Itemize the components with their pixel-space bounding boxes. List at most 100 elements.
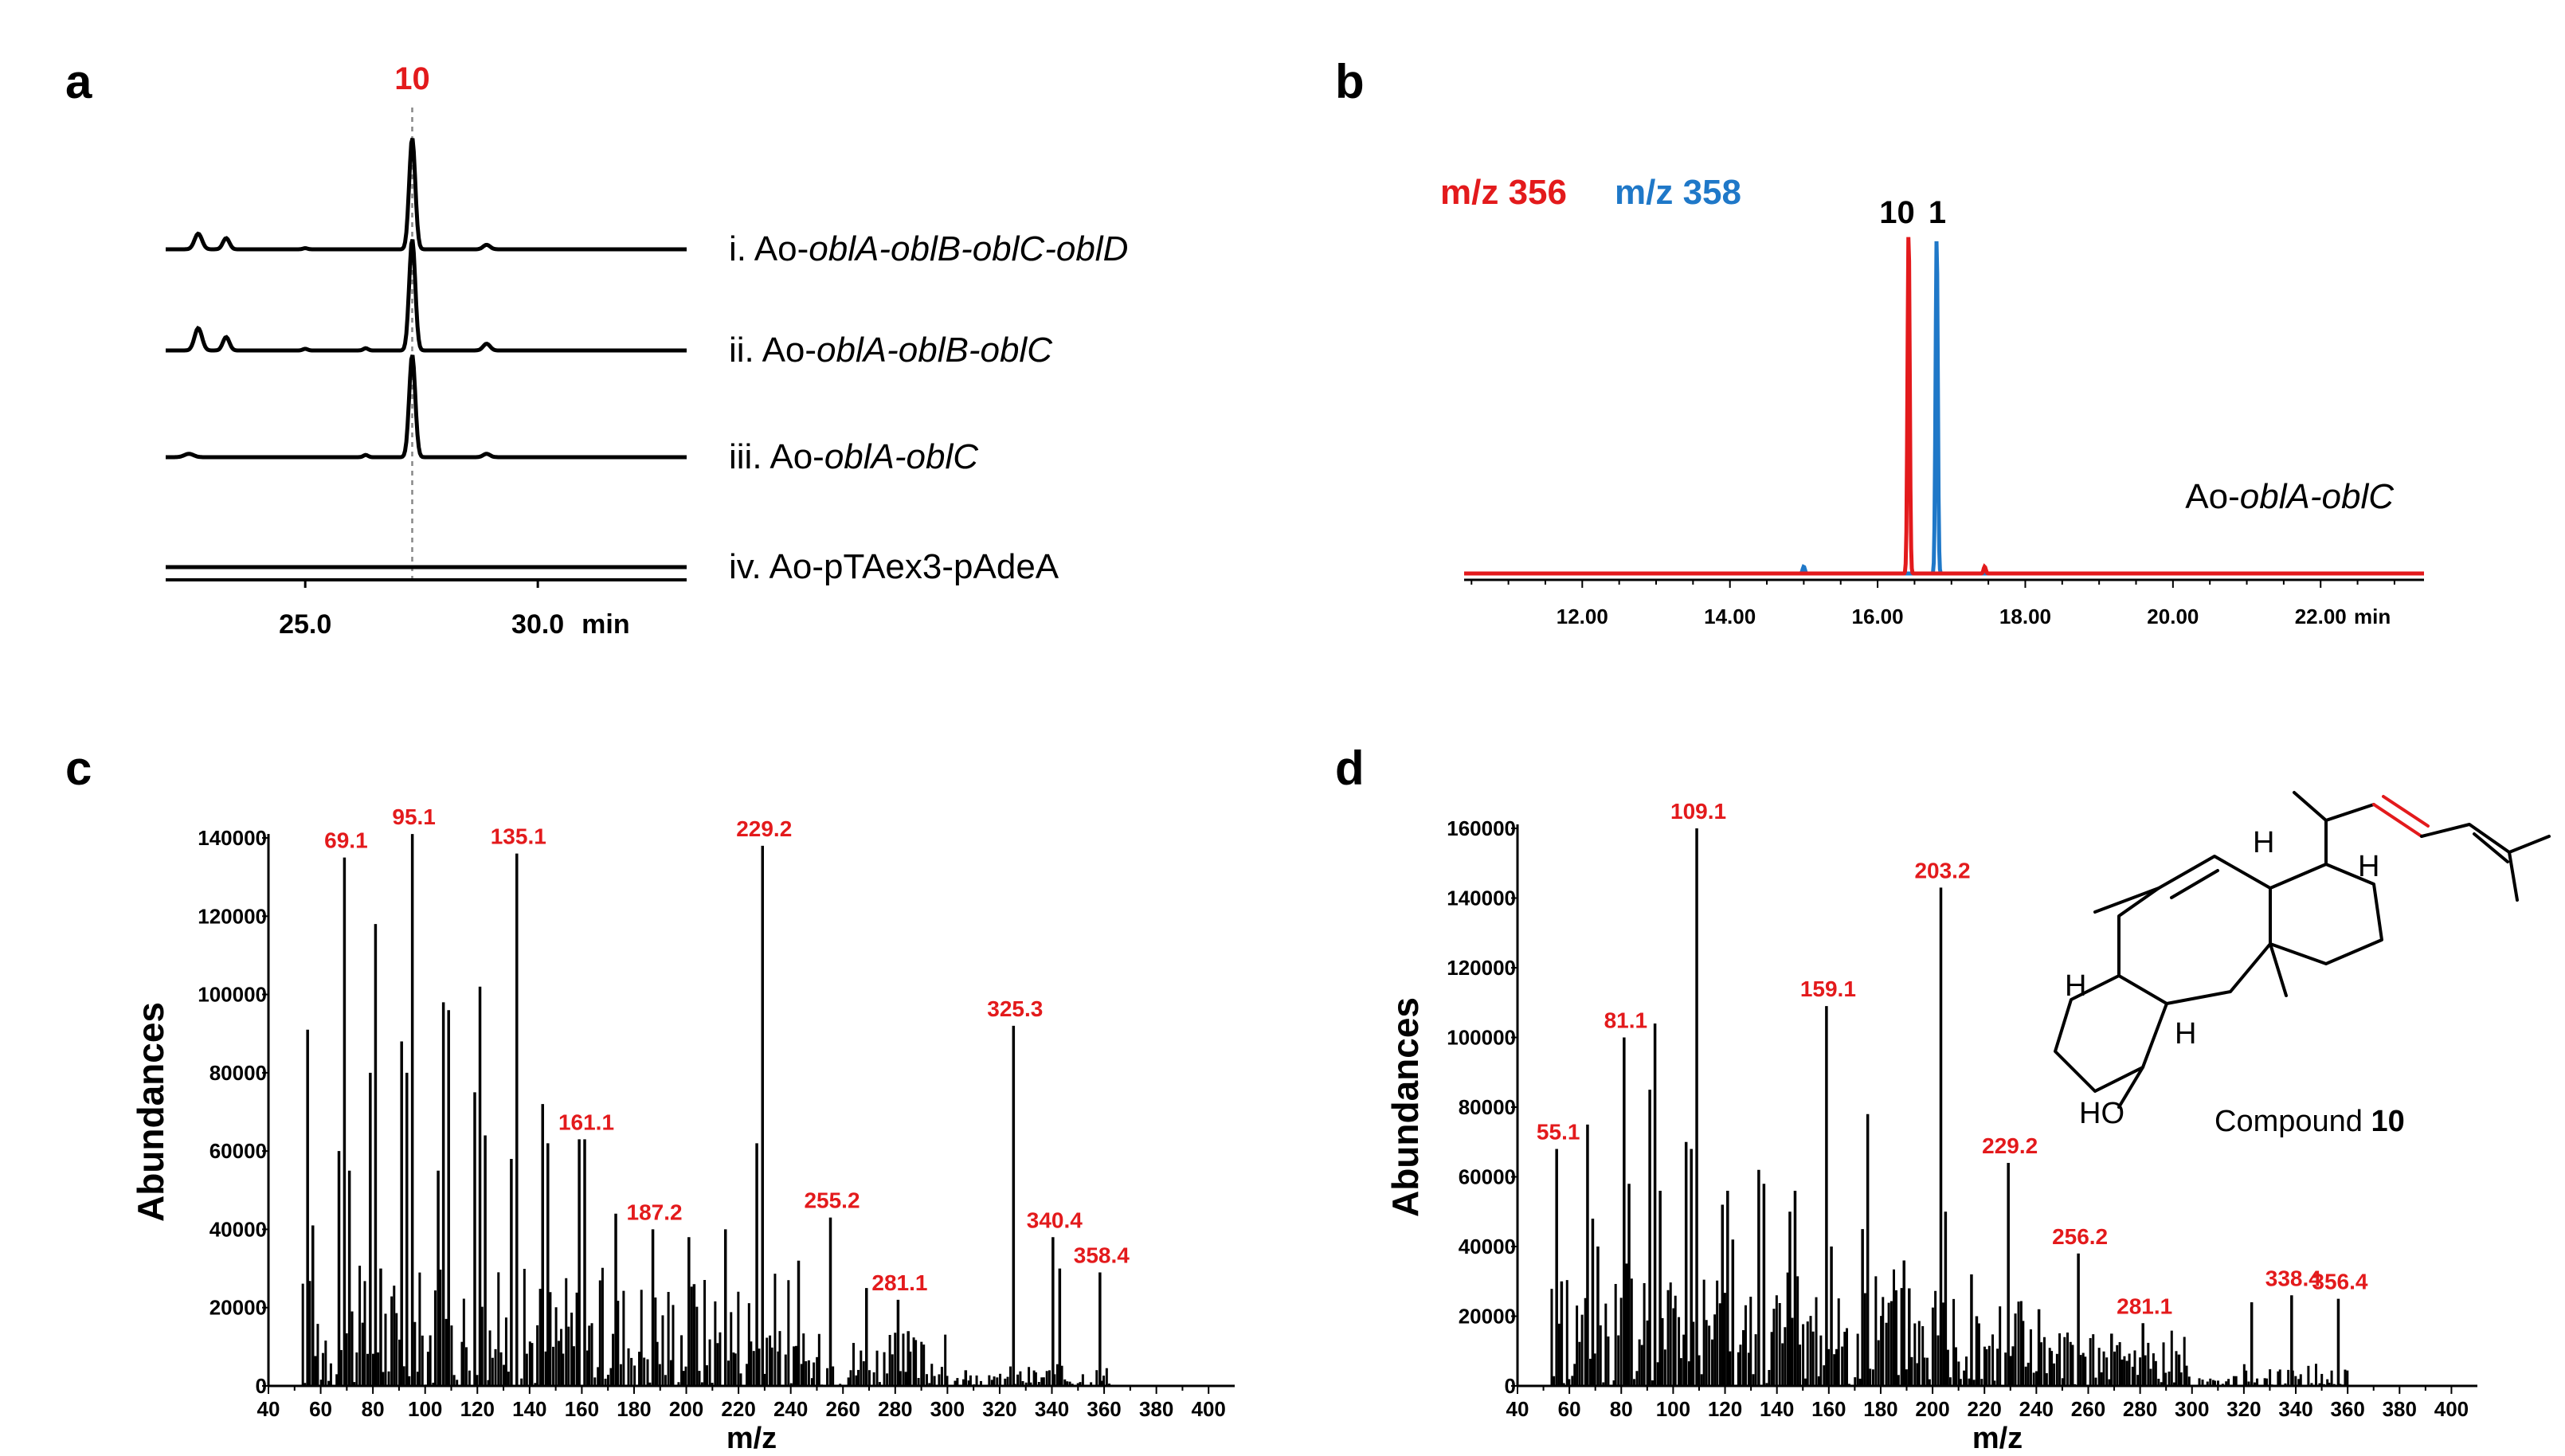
- spectrum-bars: [301, 834, 1111, 1386]
- x-axis-ticks: [303, 580, 539, 588]
- peak-labels: 55.1 81.1 109.1 159.1 203.2 229.2 256.2 281.1 33…: [1537, 799, 2368, 1318]
- compound-10-structure: [2054, 791, 2551, 1109]
- x-tick-label: 60: [309, 1397, 332, 1421]
- trace-m-z-356: [1464, 237, 2424, 576]
- left-five-ring: [2054, 974, 2168, 1093]
- panel-letter-c: c: [65, 742, 92, 795]
- y-tick-label: 40000: [210, 1217, 267, 1241]
- y-tick-label: 0: [256, 1374, 267, 1398]
- ho-group: HO: [2079, 1097, 2124, 1130]
- cyclopentane-right: [2269, 863, 2383, 965]
- x-tick-label: 260: [826, 1397, 860, 1421]
- x-tick-label: 30.0: [511, 609, 564, 640]
- peak-label: 229.2: [736, 816, 792, 841]
- peak-label: 358.4: [1074, 1243, 1130, 1267]
- x-tick-label: 300: [930, 1397, 965, 1421]
- x-axis-title: m/z: [1972, 1422, 2023, 1455]
- side-chain-tail: [2420, 823, 2551, 902]
- mass-spectrum-panel-c: 40 60 80 100 120 140 160 180 200 220 240 260 280 300 3…: [130, 804, 1235, 1455]
- x-tick-label: 320: [2226, 1397, 2261, 1421]
- x-tick-label: 400: [2434, 1397, 2469, 1421]
- x-tick-label: 180: [617, 1397, 651, 1421]
- peak-label: 338.4: [2265, 1266, 2321, 1290]
- eight-membered-ring: [2117, 855, 2272, 1005]
- x-tick-label: 220: [1968, 1397, 2002, 1421]
- side-chain-double-bond: [2372, 795, 2430, 838]
- x-tick-label: 120: [460, 1397, 495, 1421]
- trace-label-ii: ii. Ao-oblA-oblB-oblC: [729, 331, 1053, 370]
- y-tick-label: 100000: [198, 983, 267, 1007]
- x-tick-label: 200: [1915, 1397, 1949, 1421]
- y-tick-label: 120000: [198, 904, 267, 928]
- chromatogram-panel-a: 10 i. Ao-oblA-oblB-oblC-oblD ii. Ao-oblA…: [166, 61, 1128, 640]
- x-axis-ticks: 12.00 14.00 16.00 18.00 20.00 22.00: [1470, 580, 2395, 628]
- x-tick-label: 140: [512, 1397, 546, 1421]
- peak-label-1: 1: [1929, 195, 1946, 230]
- y-tick-label: 60000: [1459, 1165, 1516, 1189]
- x-tick-label: 80: [362, 1397, 385, 1421]
- peak-label: 255.2: [804, 1188, 860, 1213]
- trace-label-group: i. Ao-oblA-oblB-oblC-oblD ii. Ao-oblA-ob…: [729, 229, 1128, 586]
- y-tick-label: 120000: [1447, 956, 1516, 980]
- trace-iii: [166, 354, 687, 460]
- x-tick-label: 320: [982, 1397, 1016, 1421]
- x-tick-label: 160: [1811, 1397, 1846, 1421]
- x-tick-label: 260: [2071, 1397, 2105, 1421]
- peak-label-10: 10: [1879, 195, 1915, 230]
- tail-double-bond: [2473, 832, 2509, 863]
- y-tick-label: 20000: [210, 1296, 267, 1320]
- panel-letter-d: d: [1335, 742, 1365, 795]
- peak-label: 325.3: [987, 996, 1043, 1021]
- sample-label: Ao-oblA-oblC: [2185, 477, 2395, 516]
- x-axis-title: min: [582, 609, 629, 640]
- trace-group: [166, 138, 687, 569]
- spectrum-bars: [1550, 828, 2349, 1386]
- x-tick-label: 360: [2330, 1397, 2364, 1421]
- x-tick-label: 100: [1656, 1397, 1690, 1421]
- x-tick-label: 180: [1863, 1397, 1897, 1421]
- h-atom-4: H: [2175, 1017, 2196, 1051]
- x-tick-label: 120: [1708, 1397, 1742, 1421]
- trace-group: [1464, 237, 2424, 576]
- y-tick-label: 140000: [1447, 887, 1516, 910]
- x-tick-label: 340: [1035, 1397, 1069, 1421]
- x-tick-label: 22.00: [2295, 605, 2347, 628]
- x-tick-label: 40: [257, 1397, 280, 1421]
- x-tick-label: 220: [721, 1397, 755, 1421]
- peak-label: 203.2: [1914, 858, 1970, 883]
- side-chain-link: [2324, 803, 2375, 822]
- x-tick-label: 60: [1558, 1397, 1581, 1421]
- x-tick-label: 16.00: [1852, 605, 1904, 628]
- ring-double-bond: [2170, 869, 2219, 899]
- trace-label-iii: iii. Ao-oblA-oblC: [729, 437, 979, 476]
- x-tick-label: 160: [565, 1397, 599, 1421]
- x-tick-label: 360: [1087, 1397, 1121, 1421]
- peak-label: 256.2: [2052, 1224, 2108, 1249]
- peak-label: 187.2: [627, 1200, 683, 1224]
- peak-label: 281.1: [871, 1270, 927, 1295]
- x-tick-label: 25.0: [279, 609, 331, 640]
- x-tick-label: 40: [1506, 1397, 1529, 1421]
- y-tick-label: 140000: [198, 826, 267, 850]
- peak-label: 69.1: [324, 828, 368, 853]
- peak-label: 135.1: [491, 824, 546, 849]
- x-tick-label: 280: [2123, 1397, 2157, 1421]
- chromatogram-panel-b: m/z 356 m/z 358 10 1 Ao-oblA-oblC 12.00 1…: [1440, 173, 2424, 628]
- x-tick-label: 340: [2278, 1397, 2312, 1421]
- y-tick-label: 60000: [210, 1139, 267, 1163]
- y-tick-label: 40000: [1459, 1235, 1516, 1258]
- legend-mz358: m/z 358: [1615, 173, 1741, 212]
- hydroxyl-bond: [2117, 1066, 2144, 1109]
- peak-label: 281.1: [2117, 1294, 2172, 1318]
- x-tick-label: 100: [408, 1397, 442, 1421]
- trace-ii: [166, 239, 687, 353]
- peak-label: 340.4: [1027, 1207, 1083, 1232]
- methyl-right: [2269, 942, 2288, 997]
- trace-m-z-358: [1464, 241, 2424, 576]
- peak-label: 229.2: [1982, 1133, 2038, 1158]
- mass-spectrum-panel-d: 40 60 80 100 120 140 160 180 200 220 240 260 280 300 3…: [1384, 791, 2551, 1455]
- y-tick-label: 80000: [210, 1061, 267, 1085]
- x-tick-label: 280: [878, 1397, 912, 1421]
- y-tick-label: 100000: [1447, 1026, 1516, 1050]
